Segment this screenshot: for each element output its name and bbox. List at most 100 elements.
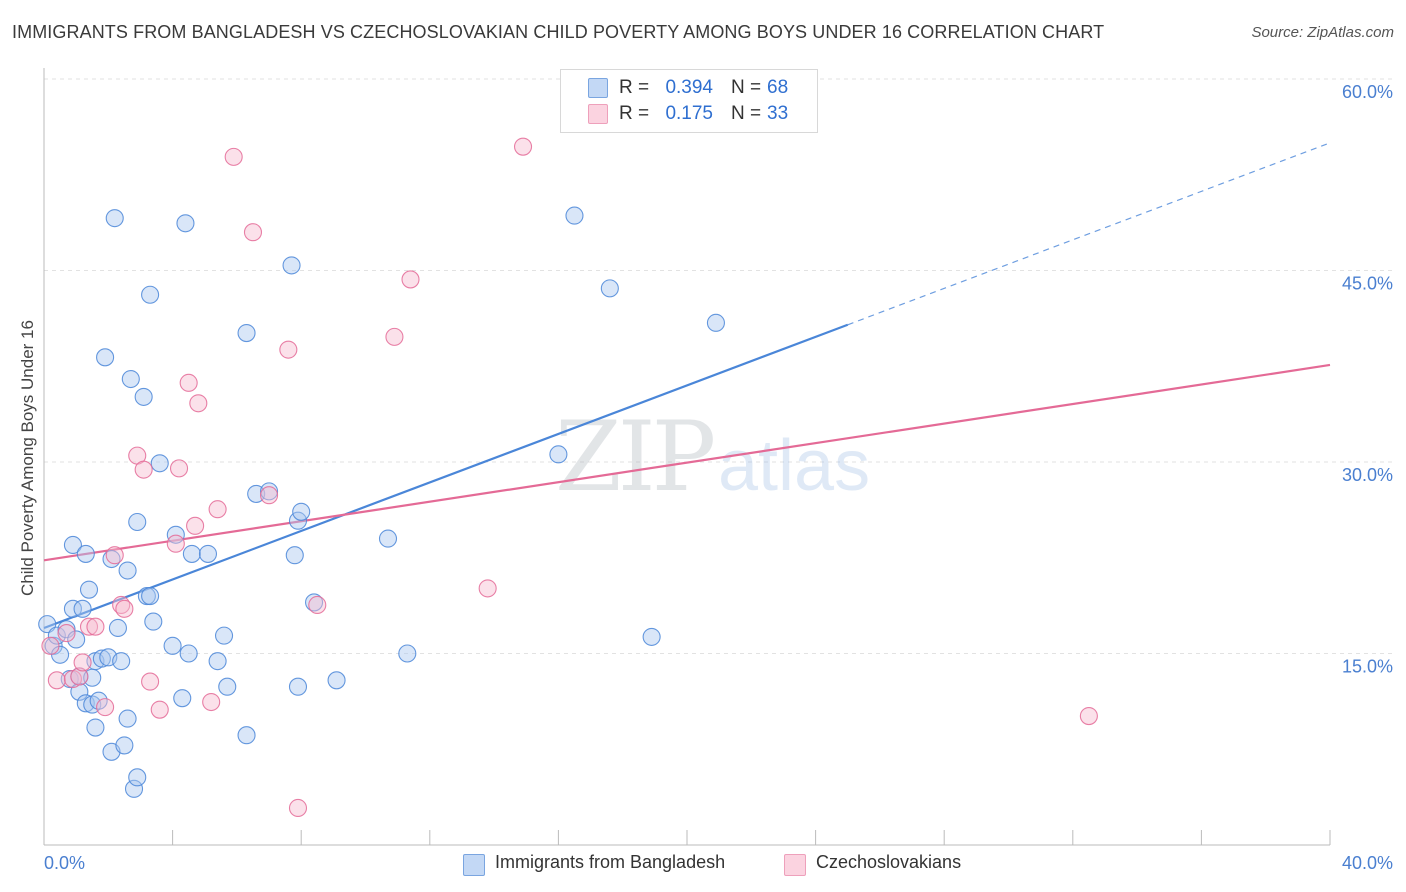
point-bangladesh xyxy=(118,561,137,580)
point-czech xyxy=(79,617,99,636)
point-bangladesh xyxy=(288,677,308,696)
point-czech xyxy=(288,798,308,818)
point-bangladesh xyxy=(378,529,398,548)
point-bangladesh xyxy=(134,387,153,406)
trendline-czech xyxy=(43,363,1331,562)
point-bangladesh xyxy=(141,586,160,606)
point-bangladesh xyxy=(92,649,111,668)
point-bangladesh xyxy=(112,652,131,671)
point-bangladesh xyxy=(218,677,237,696)
legend-label-czech: Czechoslovakians xyxy=(816,852,962,872)
point-bangladesh xyxy=(305,593,324,612)
point-bangladesh xyxy=(182,544,201,563)
point-czech xyxy=(259,486,279,505)
legend-r-label: R = xyxy=(619,77,650,98)
point-czech xyxy=(513,137,533,156)
point-czech xyxy=(166,534,185,553)
point-czech xyxy=(169,459,189,478)
point-bangladesh xyxy=(285,546,304,565)
point-bangladesh xyxy=(173,689,192,708)
point-czech xyxy=(105,546,124,565)
point-bangladesh xyxy=(179,644,198,663)
point-bangladesh xyxy=(176,214,195,233)
point-bangladesh xyxy=(79,580,99,599)
legend-r-value: 0.394 xyxy=(665,77,713,98)
point-bangladesh xyxy=(118,709,137,728)
point-bangladesh xyxy=(86,718,105,737)
point-bangladesh xyxy=(282,256,301,275)
point-bangladesh xyxy=(128,768,147,787)
point-czech xyxy=(186,516,205,535)
x-tick-label: 0.0% xyxy=(44,853,85,873)
point-bangladesh xyxy=(214,626,234,645)
point-bangladesh xyxy=(549,445,568,464)
y-tick-label: 30.0% xyxy=(1342,465,1393,485)
source-credit: Source: ZipAtlas.com xyxy=(1251,24,1394,41)
point-czech xyxy=(57,624,76,643)
point-bangladesh xyxy=(600,279,619,298)
point-bangladesh xyxy=(327,671,346,690)
point-bangladesh xyxy=(208,652,227,671)
legend-swatch-blue xyxy=(463,854,485,876)
legend-swatch-pink xyxy=(588,104,608,124)
point-bangladesh xyxy=(398,644,417,663)
point-bangladesh xyxy=(144,612,163,631)
watermark-zip: ZIP xyxy=(555,401,714,513)
point-czech xyxy=(385,327,404,346)
legend-swatch-pink xyxy=(784,854,806,876)
point-czech xyxy=(279,340,298,359)
point-czech xyxy=(224,147,243,166)
point-czech xyxy=(73,653,92,672)
point-czech xyxy=(202,692,221,712)
point-bangladesh xyxy=(89,691,108,710)
point-bangladesh xyxy=(63,599,82,618)
legend-r-label: R = xyxy=(619,103,650,124)
point-bangladesh xyxy=(259,482,279,501)
legend-n-value: 33 xyxy=(767,103,789,124)
point-bangladesh xyxy=(108,618,127,638)
point-bangladesh xyxy=(292,502,311,521)
tick-labels: 15.0% 30.0% 45.0% 60.0% 0.0% 40.0% xyxy=(44,82,1393,873)
point-czech xyxy=(115,599,134,618)
y-tick-label: 15.0% xyxy=(1342,657,1393,677)
point-bangladesh xyxy=(163,636,182,655)
point-bangladesh xyxy=(198,544,218,563)
point-czech xyxy=(308,595,327,615)
point-czech xyxy=(134,460,153,479)
legend-swatch-blue xyxy=(588,78,608,98)
point-bangladesh xyxy=(141,285,160,304)
point-bangladesh xyxy=(128,512,147,532)
point-czech xyxy=(96,698,115,717)
point-bangladesh xyxy=(565,206,584,225)
y-tick-label: 45.0% xyxy=(1342,274,1393,294)
point-bangladesh xyxy=(642,627,661,646)
chart-title: IMMIGRANTS FROM BANGLADESH VS CZECHOSLOV… xyxy=(12,22,1105,42)
point-czech xyxy=(70,667,89,686)
legend-n-label: N = xyxy=(731,103,762,124)
stats-legend: R = 0.394 N = 68 R = 0.175 N = 33 xyxy=(560,69,818,133)
axes xyxy=(43,68,1331,846)
point-czech xyxy=(478,579,497,598)
point-bangladesh xyxy=(706,313,725,332)
point-czech xyxy=(141,672,160,691)
point-bangladesh xyxy=(237,324,256,343)
point-czech xyxy=(189,394,208,413)
point-bangladesh xyxy=(73,599,92,618)
point-bangladesh xyxy=(150,454,169,473)
point-bangladesh xyxy=(76,544,95,563)
legend-r-value: 0.175 xyxy=(665,103,713,124)
point-czech xyxy=(47,671,66,690)
point-bangladesh xyxy=(96,348,115,367)
point-czech xyxy=(401,270,420,289)
y-tick-label: 60.0% xyxy=(1342,82,1393,102)
point-czech xyxy=(243,223,263,242)
point-czech xyxy=(208,500,227,519)
point-czech xyxy=(86,617,105,636)
x-tick-label: 40.0% xyxy=(1342,853,1393,873)
legend-label-bangladesh: Immigrants from Bangladesh xyxy=(495,852,726,872)
trendline-bangladesh-extension xyxy=(847,142,1331,326)
point-czech xyxy=(41,636,60,655)
data-points xyxy=(38,137,1098,818)
point-czech xyxy=(1079,707,1098,726)
